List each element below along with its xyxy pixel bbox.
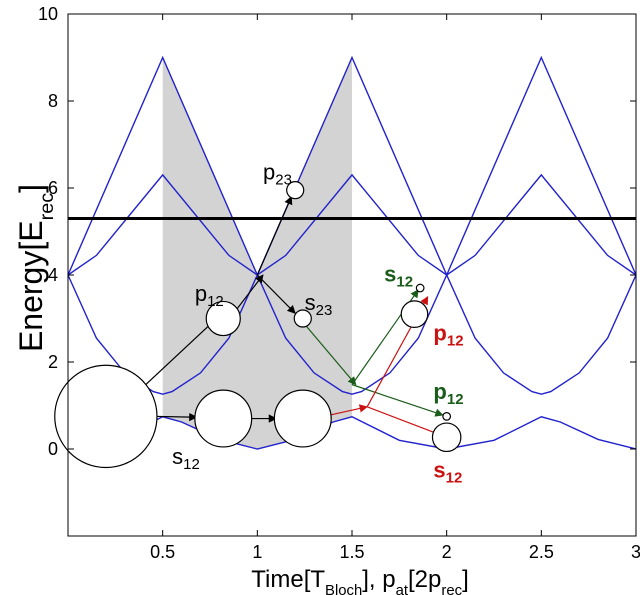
tick-labels-layer: 0.5 1 1.5 2 2.5 3 0 2 4 6 8 10 [38, 4, 640, 562]
x-axis-label: Time[TBloch], pat[2prec] [251, 566, 468, 595]
p12-state [205, 300, 241, 337]
band-3-up-curve [67, 55, 637, 277]
label-s23: s23 [305, 290, 333, 319]
state-circles-layer [54, 181, 462, 469]
shaded-region-layer [162, 57, 352, 449]
x-tick-label: 3 [631, 542, 640, 562]
arrow-black-5 [256, 195, 293, 276]
red-s12-state [431, 422, 462, 453]
green-p12-state [442, 411, 452, 421]
y-axis-label: Energy[Erec] [13, 184, 58, 352]
y-tick-label: 8 [48, 91, 58, 111]
label-p12-green: p12 [433, 379, 463, 408]
axes-layer [67, 13, 637, 537]
arrow-black-4 [234, 274, 264, 313]
y-tick-label: 10 [38, 4, 58, 24]
p23-state [286, 181, 305, 200]
label-p12-red: p12 [433, 320, 463, 349]
y-tick-label: 4 [48, 265, 58, 285]
x-tick-label: 2 [442, 542, 452, 562]
y-tick-label: 6 [48, 178, 58, 198]
initial-state [54, 364, 158, 469]
arrow-green-9 [351, 384, 444, 417]
annotation-labels-layer: p23 p12 s23 s12 s12 p12 p12 s12 [172, 159, 463, 486]
band-2-curve [67, 273, 637, 395]
x-tick-label: 1.5 [339, 542, 364, 562]
green-s12-state [415, 283, 425, 293]
label-s12-red: s12 [433, 457, 462, 486]
shaded-region [162, 57, 352, 449]
label-s12-green: s12 [384, 262, 413, 291]
y-tick-label: 2 [48, 352, 58, 372]
label-p23: p23 [263, 159, 292, 188]
x-tick-label: 2.5 [529, 542, 554, 562]
s12-state-1 [194, 389, 253, 448]
s12-state-2 [273, 389, 332, 448]
x-tick-label: 0.5 [150, 542, 175, 562]
band-1-curve [67, 416, 637, 450]
arrow-red-12 [366, 406, 442, 437]
label-s12-black: s12 [172, 444, 200, 473]
label-p12: p12 [195, 281, 224, 310]
red-p12-state [400, 300, 429, 329]
band-curves-layer [67, 55, 637, 450]
band-3-down-curve [67, 173, 637, 276]
s23-state [293, 309, 312, 328]
arrow-green-7 [302, 321, 357, 386]
x-tick-label: 1 [252, 542, 262, 562]
arrow-black-6 [256, 274, 296, 314]
y-tick-label: 0 [48, 439, 58, 459]
